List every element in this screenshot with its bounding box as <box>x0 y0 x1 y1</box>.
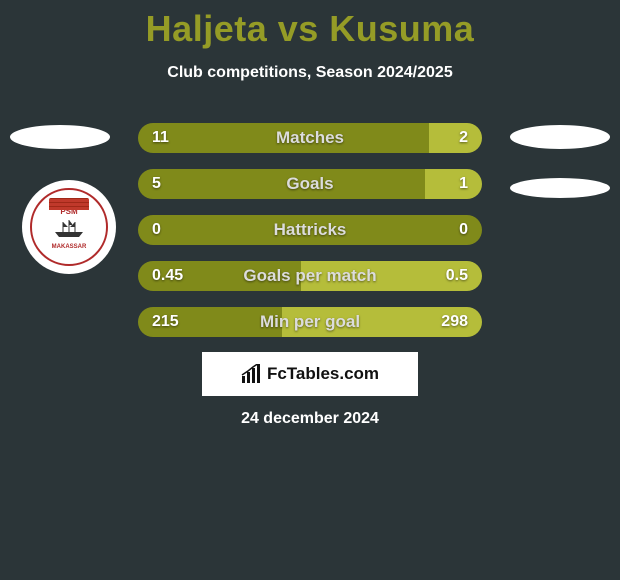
page-subtitle: Club competitions, Season 2024/2025 <box>0 64 620 82</box>
badge-ship-icon <box>51 218 87 238</box>
footer-brand-text: FcTables.com <box>267 364 379 384</box>
stat-value-left: 215 <box>152 313 179 331</box>
footer-date: 24 december 2024 <box>0 410 620 428</box>
bar-left-fill <box>138 169 425 199</box>
bar-right-fill <box>429 123 482 153</box>
stat-value-left: 0 <box>152 221 161 239</box>
bar-right-fill <box>425 169 482 199</box>
stat-value-right: 0 <box>459 221 468 239</box>
stat-row: Min per goal215298 <box>138 307 482 337</box>
stat-value-right: 1 <box>459 175 468 193</box>
stat-row: Matches112 <box>138 123 482 153</box>
badge-text-bottom: MAKASSAR <box>52 244 87 250</box>
stat-value-left: 5 <box>152 175 161 193</box>
player-left-club-badge: PSM MAKASSAR <box>22 180 116 274</box>
comparison-bars: Matches112Goals51Hattricks00Goals per ma… <box>138 123 482 353</box>
stat-row: Hattricks00 <box>138 215 482 245</box>
stat-value-right: 2 <box>459 129 468 147</box>
stat-value-right: 0.5 <box>446 267 468 285</box>
bar-chart-icon <box>241 364 263 384</box>
page-title: Haljeta vs Kusuma <box>0 0 620 50</box>
bar-left-fill <box>138 215 482 245</box>
stat-row: Goals51 <box>138 169 482 199</box>
player-left-avatar-placeholder <box>10 125 110 149</box>
stat-row: Goals per match0.450.5 <box>138 261 482 291</box>
player-right-club-placeholder <box>510 178 610 198</box>
badge-brick-icon <box>49 198 89 210</box>
stat-value-left: 11 <box>152 129 169 147</box>
psm-makassar-badge: PSM MAKASSAR <box>30 188 108 266</box>
bar-left-fill <box>138 123 429 153</box>
player-right-avatar-placeholder <box>510 125 610 149</box>
footer-brand-box: FcTables.com <box>202 352 418 396</box>
stat-value-left: 0.45 <box>152 267 183 285</box>
stat-value-right: 298 <box>441 313 468 331</box>
